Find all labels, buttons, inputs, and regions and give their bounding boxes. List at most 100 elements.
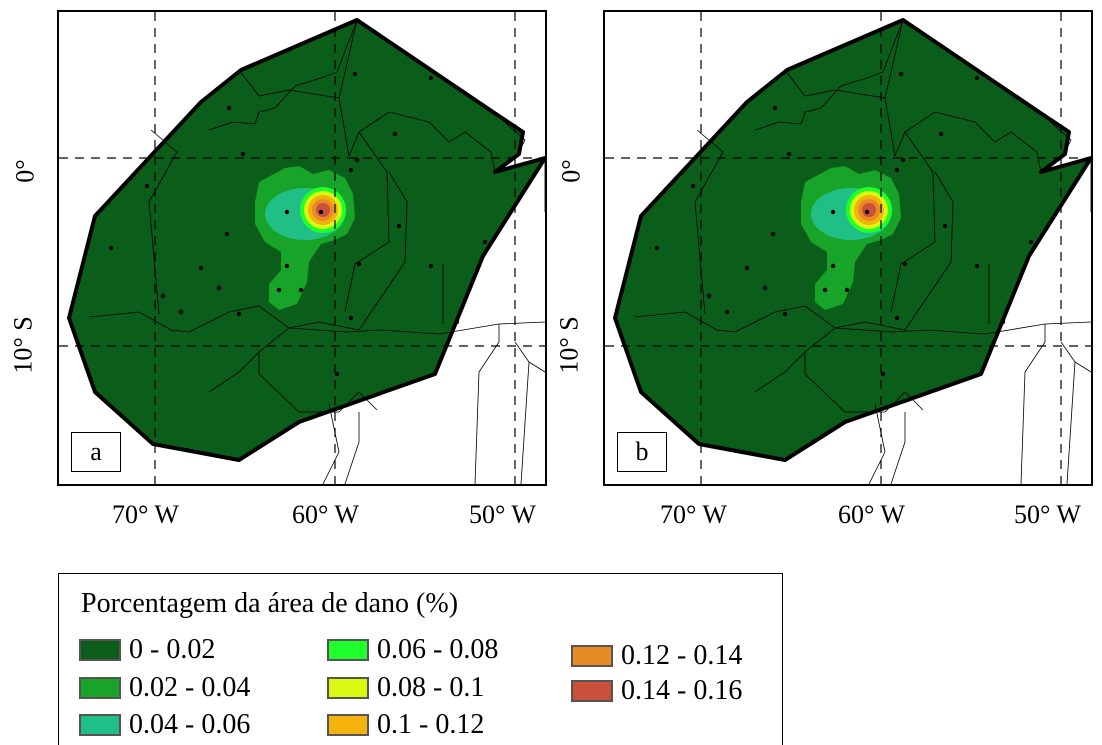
contour-hotspot-7-b [862,203,876,217]
station-point-b-19 [822,287,828,293]
station-point-a-16 [356,261,362,267]
station-point-b-23 [782,311,788,317]
contour-hotspot-7-a [316,203,330,217]
station-point-b-17 [974,263,980,269]
legend-swatch-4 [327,639,369,661]
legend-label-2: 0.02 - 0.04 [129,672,251,703]
station-point-a-13 [482,239,488,245]
state-borders-b [694,19,1091,484]
station-point-a-12 [108,245,114,251]
map-panel-a: a [57,10,547,486]
legend-label-5: 0.08 - 0.1 [377,672,485,703]
station-point-a-20 [160,293,166,299]
station-point-a-14 [198,265,204,271]
station-point-a-22 [178,309,184,315]
legend-swatch-6 [327,714,369,736]
station-point-a-4 [240,151,246,157]
station-point-b-5 [900,157,906,163]
station-point-b-6 [690,183,696,189]
legend-label-3: 0.04 - 0.06 [129,709,251,740]
study-area-outline-a [67,18,545,462]
station-point-a-5 [354,157,360,163]
legend-swatch-5 [327,677,369,699]
legend-label-1: 0 - 0.02 [129,634,216,665]
ylabel-10s-a: 10° S [8,316,38,374]
legend-item-5: 0.08 - 0.1 [327,672,484,704]
legend-swatch-8 [571,680,613,702]
station-point-b-12 [654,245,660,251]
study-area-outline-b [613,18,1091,462]
legend-item-7: 0.12 - 0.14 [571,640,742,672]
xlabel-70w-b: 70° W [660,500,727,529]
legend: Porcentagem da área de dano (%) 0 - 0.02… [58,573,783,745]
xlabel-50w-a: 50° W [469,500,536,529]
station-point-b-7 [894,167,900,173]
station-point-a-23 [236,311,242,317]
legend-label-7: 0.12 - 0.14 [621,640,743,671]
station-point-b-25 [1000,319,1006,325]
legend-item-2: 0.02 - 0.04 [79,672,250,704]
station-point-a-24 [348,315,354,321]
map-svg-a [59,12,545,484]
station-point-b-15 [830,263,836,269]
xlabel-60w-a: 60° W [292,500,359,529]
station-point-a-19 [276,287,282,293]
station-point-a-15 [284,263,290,269]
station-point-b-14 [744,265,750,271]
legend-label-8: 0.14 - 0.16 [621,675,743,706]
legend-item-3: 0.04 - 0.06 [79,709,250,741]
station-point-a-7 [348,167,354,173]
station-point-a-26 [334,371,340,377]
station-point-a-10 [224,231,230,237]
legend-label-6: 0.1 - 0.12 [377,709,485,740]
station-point-a-0 [352,71,358,77]
station-point-b-26 [880,371,886,377]
legend-item-1: 0 - 0.02 [79,634,215,666]
station-point-b-16 [902,261,908,267]
station-point-a-17 [428,263,434,269]
station-point-a-9 [318,209,324,215]
xlabel-50w-b: 50° W [1014,500,1081,529]
station-point-a-2 [226,105,232,111]
station-point-b-24 [894,315,900,321]
xlabel-60w-b: 60° W [838,500,905,529]
station-point-b-13 [1028,239,1034,245]
station-point-b-11 [942,223,948,229]
legend-label-4: 0.06 - 0.08 [377,634,499,665]
station-point-b-4 [786,151,792,157]
legend-swatch-1 [79,639,121,661]
legend-item-4: 0.06 - 0.08 [327,634,498,666]
station-point-a-21 [298,287,304,293]
station-point-b-9 [864,209,870,215]
station-point-a-25 [454,319,460,325]
map-svg-b [605,12,1091,484]
station-point-a-1 [428,75,434,81]
station-point-b-3 [938,131,944,137]
legend-swatch-3 [79,714,121,736]
station-point-a-6 [144,183,150,189]
ylabel-0-a: 0° [10,159,40,183]
legend-title: Porcentagem da área de dano (%) [81,588,459,619]
station-point-b-20 [706,293,712,299]
station-point-b-1 [974,75,980,81]
station-point-b-10 [770,231,776,237]
station-point-b-22 [724,309,730,315]
xlabel-70w-a: 70° W [112,500,179,529]
station-point-a-3 [392,131,398,137]
legend-item-6: 0.1 - 0.12 [327,709,484,741]
station-point-b-0 [898,71,904,77]
station-point-a-11 [396,223,402,229]
station-point-b-2 [772,105,778,111]
legend-swatch-2 [79,677,121,699]
station-point-b-8 [830,209,836,215]
station-point-a-8 [284,209,290,215]
map-panel-b: b [603,10,1093,486]
legend-swatch-7 [571,645,613,667]
state-borders-a [148,19,545,484]
ylabel-0-b: 0° [556,159,586,183]
station-point-b-21 [844,287,850,293]
station-point-b-18 [762,285,768,291]
ylabel-10s-b: 10° S [554,316,584,374]
panel-label-a: a [71,432,121,472]
legend-item-8: 0.14 - 0.16 [571,675,742,707]
